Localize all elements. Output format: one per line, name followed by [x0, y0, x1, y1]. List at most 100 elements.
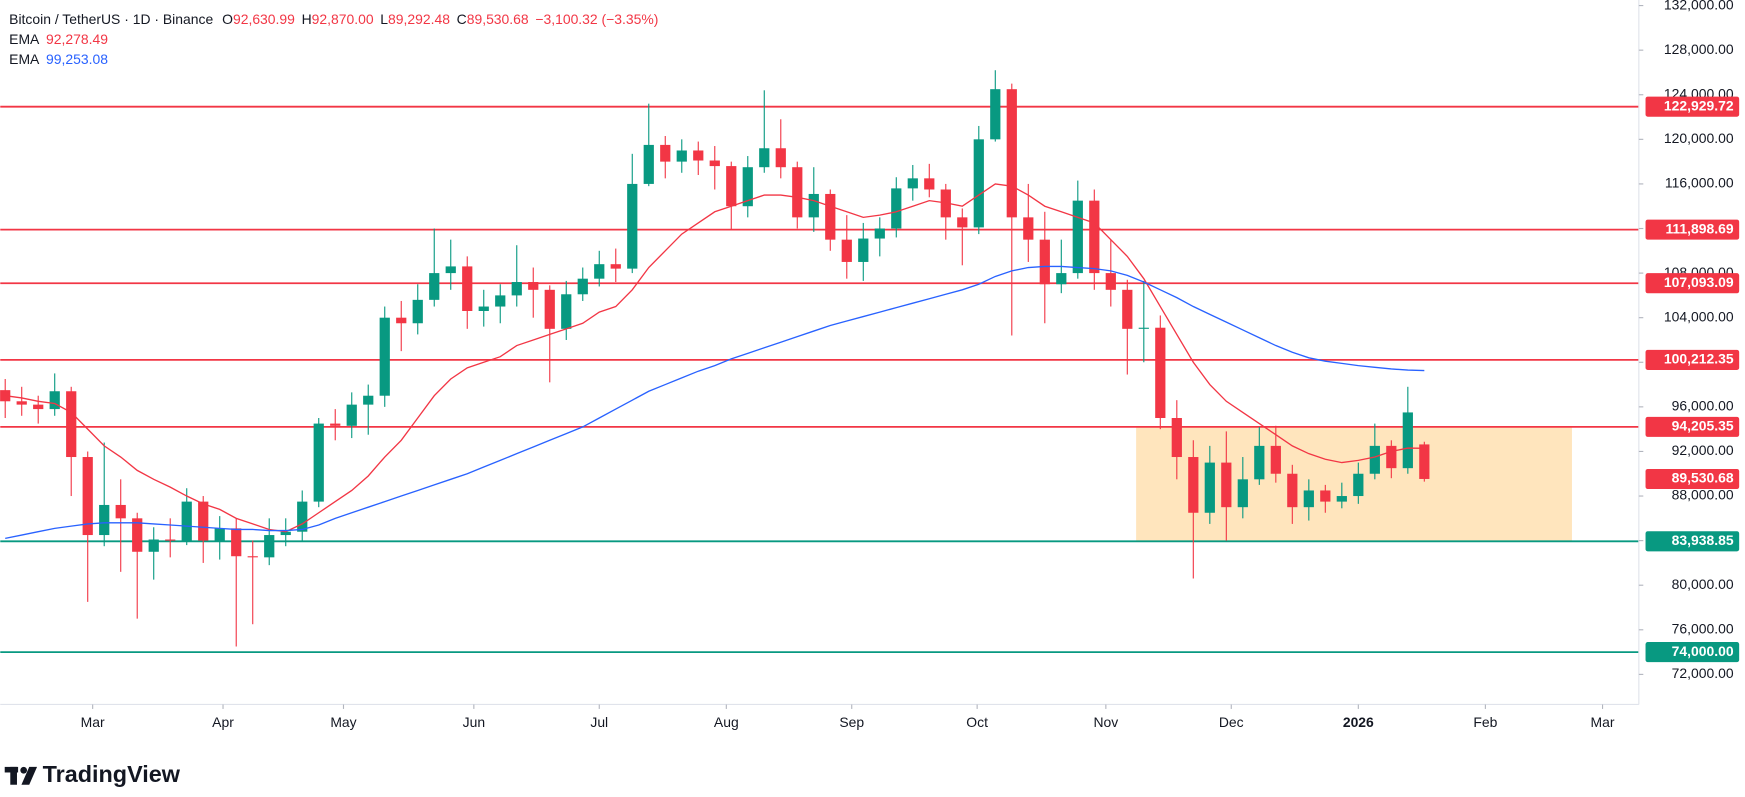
price-label-box — [1645, 468, 1740, 490]
candle-body — [396, 317, 407, 324]
candle-body — [1320, 490, 1331, 502]
candle-body — [1138, 327, 1149, 329]
candle-body — [775, 148, 786, 168]
candle-body — [1072, 200, 1083, 274]
candle-body — [82, 457, 93, 536]
y-tick-label: 92,000.00 — [1672, 442, 1734, 458]
candle-body — [1204, 462, 1215, 513]
y-tick-label: 104,000.00 — [1664, 308, 1734, 324]
brand: TradingView — [43, 761, 181, 787]
ema-value: 99,253.08 — [46, 51, 108, 67]
ema-line — [5, 183, 1425, 533]
level-label-box — [1645, 349, 1740, 370]
candle-body — [1023, 217, 1034, 240]
legend-ema: EMA 92,278.49 — [9, 31, 108, 47]
x-tick-label: Jul — [590, 714, 608, 730]
y-tick-label: 132,000.00 — [1664, 0, 1734, 12]
candle-body — [280, 531, 291, 536]
candle-body — [874, 228, 885, 239]
x-tick-label: May — [330, 714, 356, 730]
logo-part — [21, 766, 38, 785]
candle-body — [1303, 490, 1314, 508]
level-label: 111,898.69 — [1665, 220, 1733, 236]
candle-body — [198, 501, 209, 541]
level-label-box — [1645, 219, 1740, 240]
y-tick-label: 76,000.00 — [1672, 620, 1734, 636]
ohlc-label: C — [457, 11, 467, 27]
ohlc-value: 89,292.48 — [388, 11, 450, 27]
candle-body — [1402, 412, 1413, 469]
x-tick-label: Mar — [81, 714, 105, 730]
candle-body — [33, 404, 44, 410]
level-label-box — [1645, 96, 1740, 117]
candle-body — [165, 539, 176, 541]
candle-body — [1254, 445, 1265, 480]
candle-body — [973, 139, 984, 228]
logo-part — [10, 766, 17, 785]
candle-body — [561, 294, 572, 329]
candle-body — [429, 273, 440, 300]
ohlc-label: L — [380, 11, 388, 27]
candle-body — [709, 160, 720, 167]
candle-body — [231, 528, 242, 557]
ohlc-label: H — [302, 11, 312, 27]
candle-body — [1188, 457, 1199, 513]
y-tick-label: 128,000.00 — [1664, 41, 1734, 57]
candle-body — [1369, 445, 1380, 474]
candle-body — [412, 299, 423, 324]
x-tick-label: Oct — [966, 714, 988, 730]
ohlc-value: 89,530.68 — [467, 11, 529, 27]
level-label-box — [1645, 416, 1740, 437]
y-tick-label: 96,000.00 — [1672, 398, 1734, 414]
candle-body — [1353, 473, 1364, 497]
ema-value: 92,278.49 — [46, 31, 108, 47]
candle-body — [1089, 200, 1100, 274]
candle-body — [1336, 496, 1347, 502]
candle-body — [99, 504, 110, 536]
candle-body — [66, 391, 77, 458]
candle-body — [594, 264, 605, 279]
candle-body — [363, 395, 374, 405]
plot-area — [0, 70, 1639, 653]
x-tick-label: Dec — [1219, 714, 1244, 730]
candle-body — [643, 144, 654, 184]
candle-body — [1419, 444, 1430, 479]
change: −3,100.32 (−3.35%) — [535, 11, 658, 27]
level-label-box — [1645, 531, 1740, 552]
candle-body — [16, 401, 27, 405]
candle-body — [462, 266, 473, 311]
candle-body — [825, 193, 836, 240]
candle-body — [297, 501, 308, 532]
level-label-box — [1645, 642, 1740, 663]
candle-body — [544, 289, 555, 329]
candle-body — [841, 239, 852, 262]
candle-body — [528, 282, 539, 290]
candle-body — [726, 166, 737, 207]
candle-body — [330, 423, 341, 426]
candle-body — [214, 528, 225, 541]
candle-body — [1221, 462, 1232, 508]
candle-body — [49, 391, 60, 410]
level-label-box — [1645, 273, 1740, 294]
candle-body — [907, 178, 918, 189]
level-label: 122,929.72 — [1664, 97, 1734, 113]
candle-body — [445, 266, 456, 274]
x-tick-label: Jun — [463, 714, 485, 730]
candle-body — [1237, 479, 1248, 508]
candle-body — [478, 306, 489, 311]
candle-body — [1039, 239, 1050, 285]
x-tick-label: Feb — [1473, 714, 1497, 730]
candle-body — [132, 518, 143, 552]
candle-body — [577, 278, 588, 295]
x-tick-label: Mar — [1591, 714, 1615, 730]
level-label: 107,093.09 — [1664, 274, 1734, 290]
candle-body — [346, 404, 357, 426]
candle-body — [148, 539, 159, 552]
candle-body — [1287, 473, 1298, 508]
price-label: 89,530.68 — [1672, 470, 1734, 486]
ema-line — [5, 265, 1425, 540]
candle-body — [924, 178, 935, 190]
